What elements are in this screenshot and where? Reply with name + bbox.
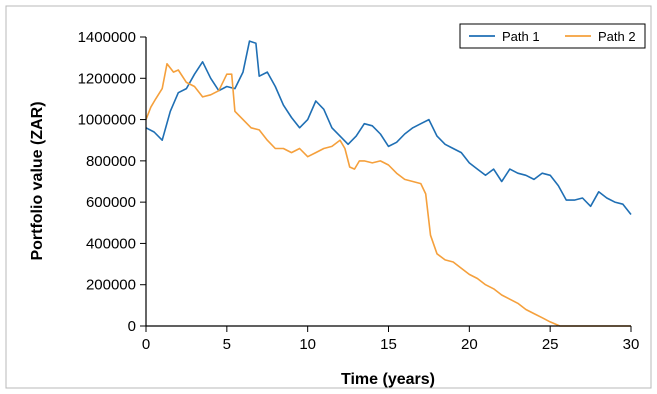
y-tick-label: 0 xyxy=(128,318,136,335)
x-tick-label: 0 xyxy=(142,336,150,353)
y-tick-label: 600000 xyxy=(86,194,136,211)
legend-label-path-1: Path 1 xyxy=(502,29,540,44)
x-tick-label: 5 xyxy=(223,336,231,353)
y-axis-title: Portfolio value (ZAR) xyxy=(29,101,46,260)
plot-lines xyxy=(145,40,632,327)
x-axis-title: Time (years) xyxy=(341,371,435,388)
y-tick-label: 1400000 xyxy=(78,29,136,46)
x-axis-ticks: 0 5 10 15 20 25 30 xyxy=(142,326,640,353)
legend-label-path-2: Path 2 xyxy=(598,29,636,44)
y-tick-label: 1200000 xyxy=(78,70,136,87)
series-line-path-2 xyxy=(145,62,631,327)
x-tick-label: 25 xyxy=(542,336,559,353)
y-tick-label: 1000000 xyxy=(78,112,136,129)
x-tick-label: 15 xyxy=(380,336,397,353)
y-tick-label: 200000 xyxy=(86,277,136,294)
chart-border xyxy=(5,5,652,389)
x-tick-label: 10 xyxy=(299,336,316,353)
x-tick-label: 30 xyxy=(623,336,640,353)
x-tick-label: 20 xyxy=(461,336,478,353)
series-line-path-1 xyxy=(145,40,632,215)
y-tick-label: 400000 xyxy=(86,235,136,252)
legend: Path 1 Path 2 xyxy=(459,23,646,49)
y-tick-label: 800000 xyxy=(86,153,136,170)
y-axis-ticks: 0 200000 400000 600000 800000 1000000 1200000 1… xyxy=(78,29,146,335)
